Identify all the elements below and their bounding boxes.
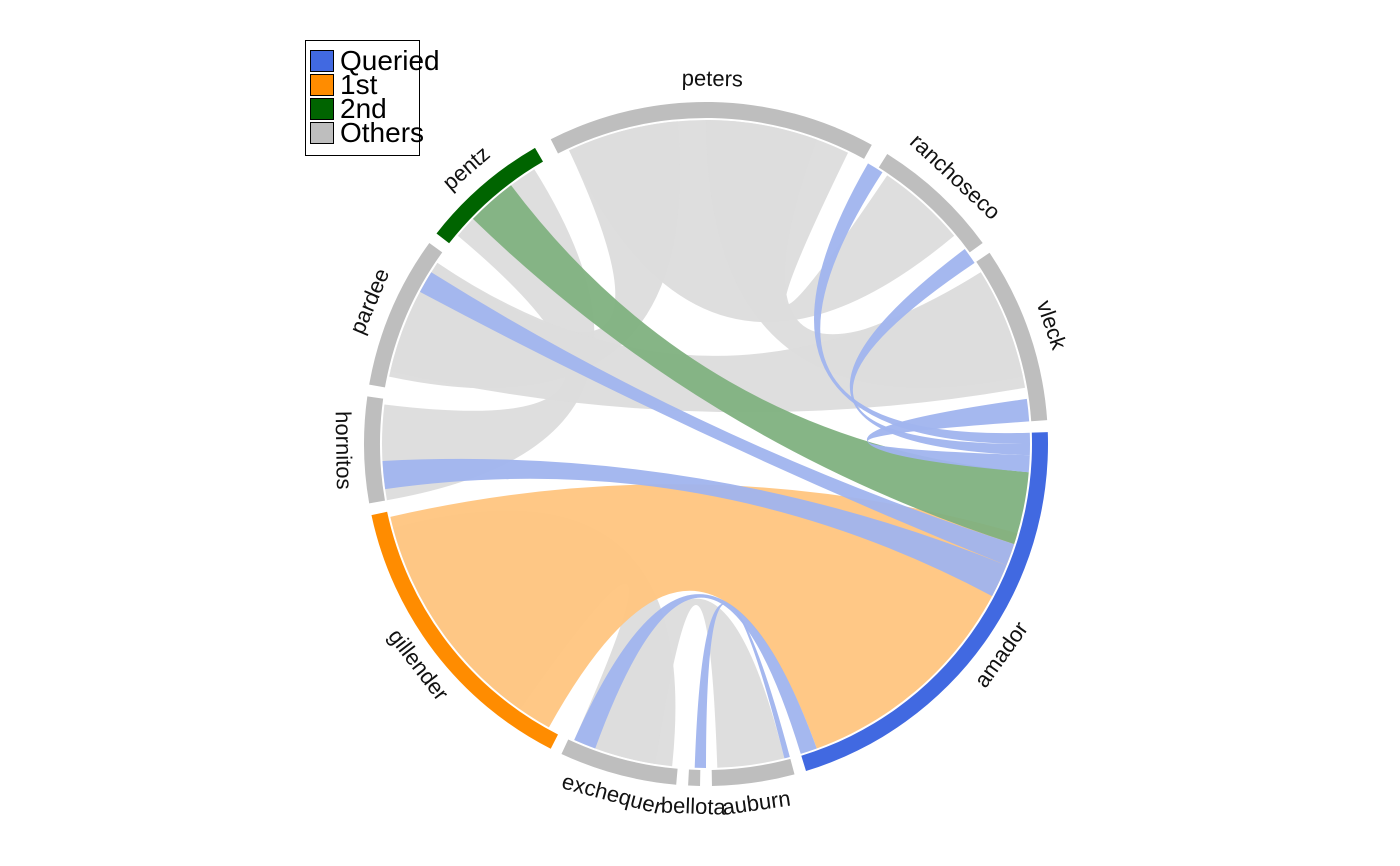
sector-label-peters: peters (682, 65, 744, 91)
link-vleck-amador-2 (866, 398, 1030, 473)
link-hornitos-amador (382, 458, 1007, 597)
legend-label-others: Others (340, 117, 425, 148)
sector-label-bellota: bellota (661, 792, 727, 819)
link-gillender-amador (390, 484, 1018, 749)
sector-label-hornitos: hornitos (331, 411, 357, 490)
sector-label-auburn: auburn (721, 786, 792, 820)
legend-swatch-2nd (310, 98, 334, 120)
sector-arc-vleck (976, 252, 1048, 422)
link-pardee-amador (419, 272, 1015, 566)
link-pardee-vleck (390, 262, 1026, 413)
legend-swatch-others (310, 122, 334, 144)
legend-label-1st: 1st (340, 69, 378, 100)
link-auburn-exchequer (595, 598, 785, 768)
legend-swatch-queried (310, 50, 334, 72)
sector-arc-ranchoseco (878, 153, 983, 253)
legend-label-2nd: 2nd (340, 93, 387, 124)
sector-label-gillender: gillender (383, 624, 453, 705)
legend-swatch-1st (310, 74, 334, 96)
legend-item-queried: Queried (310, 45, 440, 76)
legend-item-2nd: 2nd (310, 93, 387, 124)
link-amador-exchequer (574, 594, 817, 754)
chord-links (382, 120, 1030, 768)
link-auburn-bellota (694, 603, 790, 768)
sector-arc-pentz (436, 147, 543, 244)
sector-arcs (363, 101, 1048, 786)
sector-arc-peters (550, 101, 872, 159)
sector-arc-gillender (371, 511, 558, 749)
sector-label-vleck: vleck (1032, 297, 1072, 353)
link-pentz-amador (472, 185, 1029, 545)
sector-arc-auburn (711, 758, 795, 786)
legend: Queried 1st 2nd Others (305, 40, 440, 156)
legend-item-1st: 1st (310, 69, 378, 100)
sector-arc-hornitos (363, 396, 385, 504)
sector-arc-bellota (688, 769, 701, 786)
sector-arc-exchequer (561, 739, 678, 785)
sector-arc-pardee (369, 242, 443, 388)
sector-arc-amador (801, 432, 1048, 772)
legend-item-others: Others (310, 117, 425, 148)
legend-label-queried: Queried (340, 45, 440, 76)
